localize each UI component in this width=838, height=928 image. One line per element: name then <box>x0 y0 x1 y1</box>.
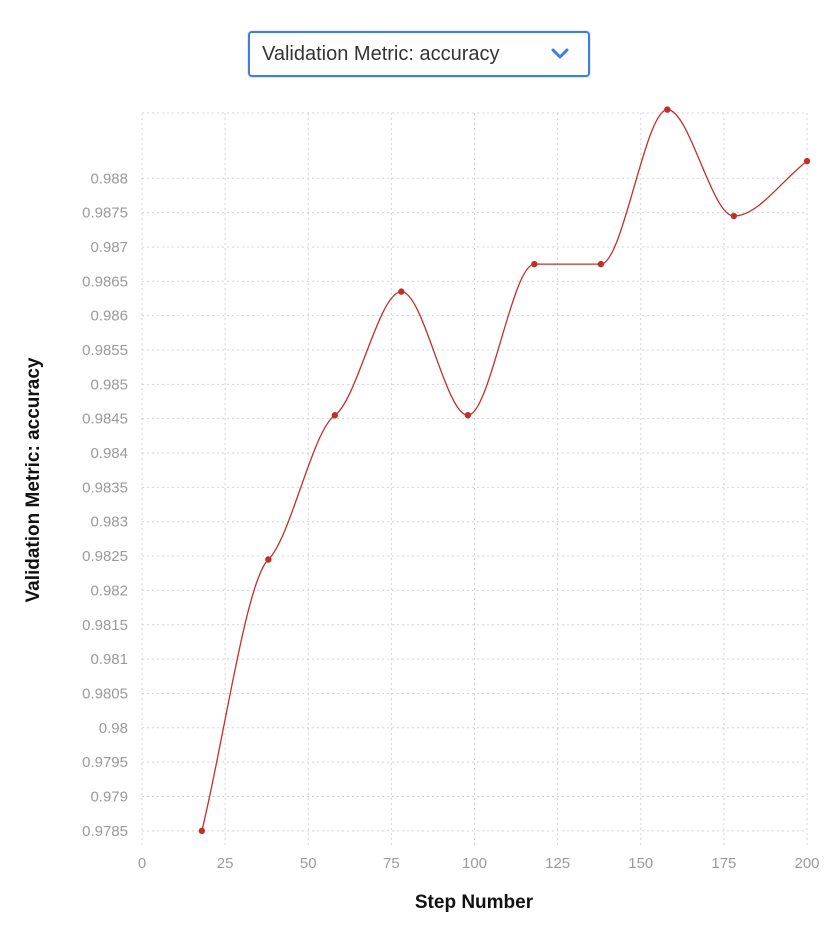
y-tick-label: 0.985 <box>90 376 128 393</box>
series-line <box>201 108 808 831</box>
y-axis-title: Validation Metric: accuracy <box>23 357 44 602</box>
metric-select-value: Validation Metric: accuracy <box>262 42 500 65</box>
y-tick-label: 0.9845 <box>82 411 128 428</box>
x-tick-label: 150 <box>628 855 653 872</box>
chevron-down-icon[interactable] <box>550 46 570 62</box>
y-tick-label: 0.98 <box>99 720 128 737</box>
y-tick-label: 0.9815 <box>82 617 128 634</box>
y-tick-label: 0.984 <box>90 445 128 462</box>
data-point[interactable] <box>597 260 605 268</box>
y-tick-label: 0.982 <box>90 582 128 599</box>
chart-grid <box>141 112 808 848</box>
y-tick-label: 0.983 <box>90 514 128 531</box>
x-axis-ticks: 0 25 50 75 100 125 150 175 200 <box>138 855 820 872</box>
y-axis-ticks: 0.9785 0.979 0.9795 0.98 0.9805 0.981 0.9815 0.… <box>82 170 128 840</box>
x-tick-label: 50 <box>300 855 317 872</box>
y-tick-label: 0.986 <box>90 308 128 325</box>
x-tick-label: 125 <box>545 855 570 872</box>
data-point[interactable] <box>464 412 472 419</box>
y-tick-label: 0.9875 <box>82 205 128 222</box>
data-point[interactable] <box>198 827 206 835</box>
x-tick-label: 0 <box>138 855 146 872</box>
data-point[interactable] <box>265 556 272 563</box>
data-point[interactable] <box>398 288 405 295</box>
y-tick-label: 0.9805 <box>82 685 128 702</box>
series-layer <box>198 106 811 835</box>
data-point[interactable] <box>664 106 671 113</box>
x-tick-label: 175 <box>711 855 736 872</box>
y-tick-label: 0.981 <box>90 651 128 668</box>
data-point[interactable] <box>803 157 811 165</box>
y-tick-label: 0.979 <box>90 788 128 805</box>
y-tick-label: 0.9785 <box>82 823 128 840</box>
x-tick-label: 25 <box>217 855 234 872</box>
data-point[interactable] <box>730 212 738 220</box>
metric-select[interactable]: Validation Metric: accuracy <box>248 31 590 77</box>
data-point[interactable] <box>331 412 339 419</box>
y-tick-label: 0.9795 <box>82 754 128 771</box>
y-tick-label: 0.9865 <box>82 273 128 290</box>
y-tick-label: 0.988 <box>90 170 128 187</box>
x-tick-label: 200 <box>794 855 819 872</box>
y-tick-label: 0.9825 <box>82 548 128 565</box>
data-point[interactable] <box>531 260 538 268</box>
y-tick-label: 0.987 <box>90 239 128 256</box>
x-axis-title: Step Number <box>415 892 534 913</box>
y-tick-label: 0.9855 <box>82 342 128 359</box>
x-tick-label: 100 <box>462 855 487 872</box>
x-tick-label: 75 <box>383 855 400 872</box>
y-tick-label: 0.9835 <box>82 479 128 496</box>
